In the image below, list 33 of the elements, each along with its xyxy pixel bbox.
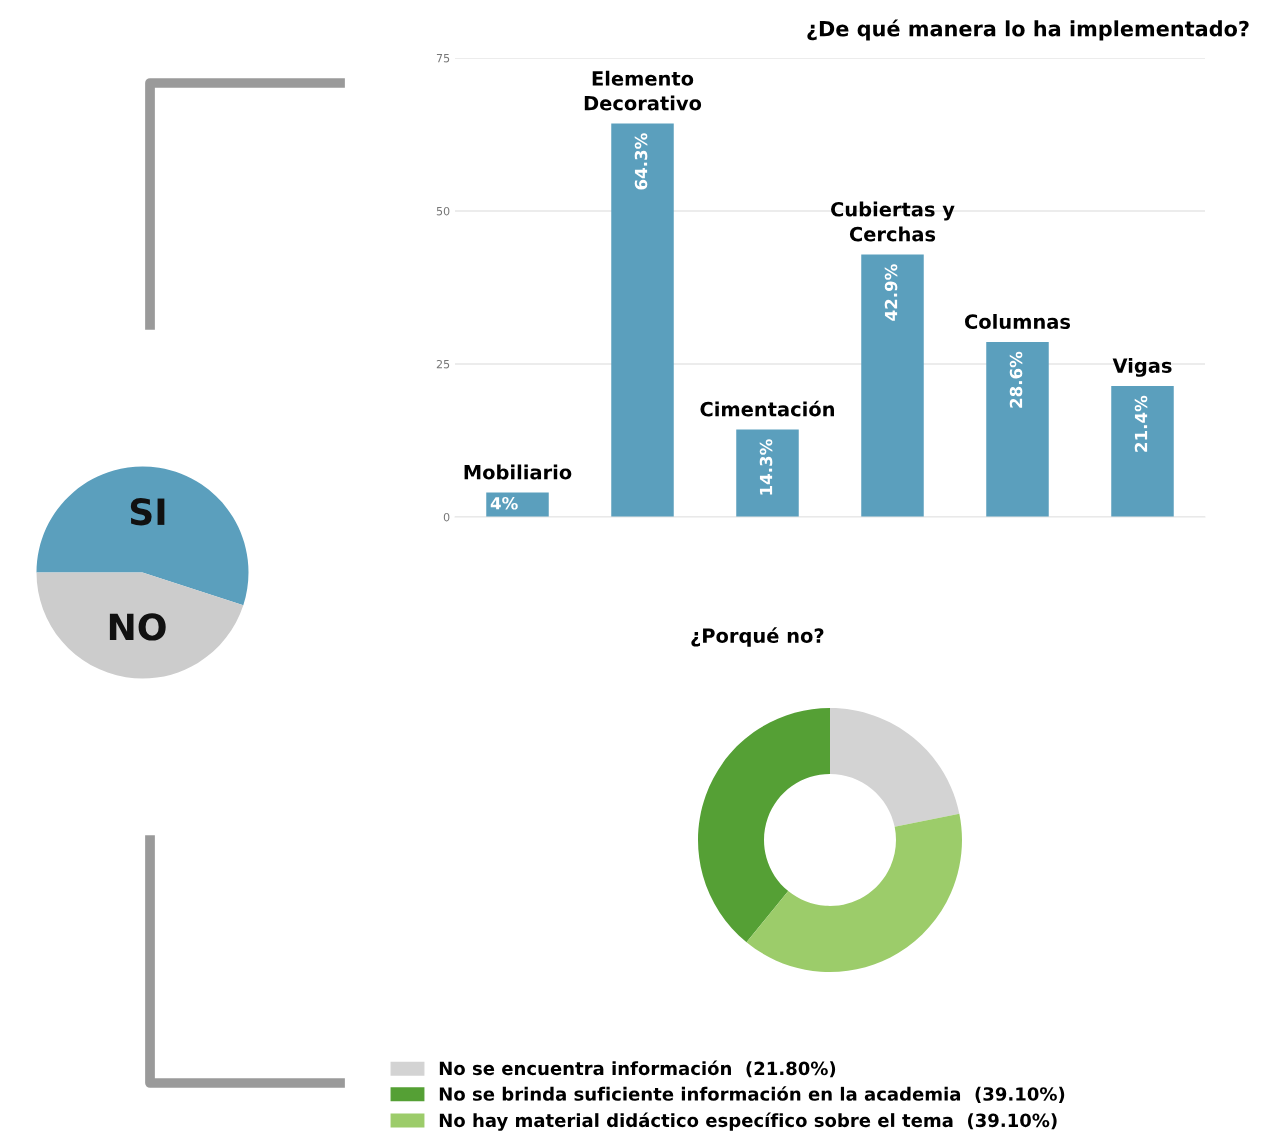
x-tick-label: Cimentación xyxy=(700,400,834,417)
chart-title: ¿Porqué no? xyxy=(691,627,824,647)
pie-slice xyxy=(36,572,244,679)
bar xyxy=(861,254,924,517)
pie-slice xyxy=(36,466,249,606)
bar xyxy=(611,123,674,517)
bar xyxy=(1111,386,1174,517)
donut-slice xyxy=(830,708,960,827)
x-tick-label: Elemento Decorativo xyxy=(584,70,702,111)
x-tick-label: Mobiliario xyxy=(464,464,572,480)
y-tick-label: 25 xyxy=(436,359,450,369)
slice-label: NO xyxy=(109,613,166,641)
x-tick-label: Cubiertas y Cerchas xyxy=(831,201,955,242)
data-label: 14.3% xyxy=(759,439,773,495)
bar xyxy=(986,341,1049,517)
legend-label: No hay material didáctico específico sobre el tema (39.10%) xyxy=(439,1112,1057,1131)
chart-title: ¿De qué manera lo ha implementado? xyxy=(807,19,1249,41)
slice-label: SI xyxy=(130,498,165,526)
y-tick-label: 0 xyxy=(443,512,450,522)
data-label: 4% xyxy=(490,496,518,510)
y-tick-label: 50 xyxy=(436,206,450,216)
data-label: 28.6% xyxy=(1009,351,1023,408)
x-tick-label: Columnas xyxy=(965,313,1071,330)
donut-slice xyxy=(746,813,962,972)
legend-label: No se brinda suficiente información en la academia (39.10%) xyxy=(439,1086,1065,1103)
data-label: 42.9% xyxy=(884,264,898,321)
y-tick-label: 75 xyxy=(436,54,450,63)
legend-label: No se encuentra información (21.80%) xyxy=(439,1060,836,1078)
data-label: 64.3% xyxy=(634,133,648,190)
bar xyxy=(736,429,799,517)
x-tick-label: Vigas xyxy=(1112,357,1172,377)
data-label: 21.4% xyxy=(1134,395,1148,452)
donut-slice xyxy=(698,708,830,943)
